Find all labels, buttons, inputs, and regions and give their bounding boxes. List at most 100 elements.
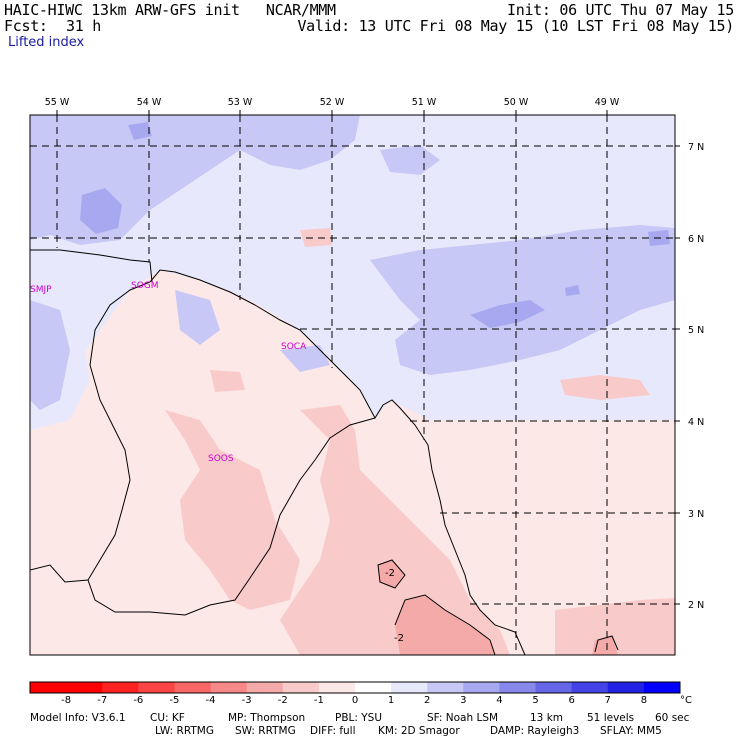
map-frame — [29, 114, 676, 656]
footer-mp: MP: Thompson — [228, 712, 306, 724]
colorbar-tick-label: -1 — [314, 695, 324, 706]
field-blue-mid-sw — [280, 345, 330, 372]
contour-minus2-east — [594, 635, 619, 653]
colorbar-swatch — [427, 682, 464, 693]
field-blue-mid-ne — [380, 145, 440, 175]
lon-label: 50 W — [504, 97, 529, 108]
colorbar-swatch — [391, 682, 428, 693]
footer-diff: DIFF: full — [310, 725, 356, 737]
footer-cu: CU: KF — [150, 712, 185, 724]
colorbar-swatch — [643, 682, 681, 693]
forecast-label: Fcst: — [4, 17, 48, 35]
field-pink-mid-3 — [555, 598, 675, 655]
colorbar-tick-label: 2 — [424, 695, 430, 706]
lon-label: 53 W — [228, 97, 253, 108]
colorbar-tick-label: -4 — [206, 695, 216, 706]
station-sogm: SOGM — [131, 281, 159, 291]
colorbar-swatch — [174, 682, 212, 693]
contour-label: -2 — [394, 633, 404, 644]
lat-label: 3 N — [688, 509, 704, 520]
contour-minus2-south — [394, 594, 496, 655]
colorbar-swatch — [607, 682, 645, 693]
footer-pbl: PBL: YSU — [335, 712, 383, 724]
lon-label: 49 W — [595, 97, 620, 108]
colorbar-tick-label: 7 — [605, 695, 611, 706]
footer-sf: SF: Noah LSM — [427, 712, 499, 724]
colorbar-tick-label: 5 — [532, 695, 538, 706]
contour-label: -2 — [385, 568, 395, 579]
field-blue-strong-3 — [565, 285, 580, 296]
colorbar-swatch — [210, 682, 248, 693]
field-pink-mid-1 — [165, 410, 300, 610]
border-west — [30, 564, 89, 583]
field-pink-strong-1 — [395, 595, 495, 655]
lat-label: 7 N — [688, 142, 704, 153]
colorbar-swatch — [463, 682, 500, 693]
colorbar-swatch — [571, 682, 609, 693]
footer-lw: LW: RRTMG — [155, 725, 214, 737]
lat-label: 2 N — [688, 600, 704, 611]
forecast-hour: 31 h — [66, 17, 101, 35]
footer-model-info: Model Info: V3.6.1 — [30, 712, 126, 724]
colorbar-swatch — [246, 682, 284, 693]
colorbar-swatch — [282, 682, 320, 693]
footer-km: KM: 2D Smagor — [378, 725, 460, 737]
lat-label: 4 N — [688, 417, 704, 428]
colorbar-swatch — [355, 682, 392, 693]
field-blue-mid-center — [175, 290, 220, 345]
colorbar-swatch — [138, 682, 175, 693]
footer-damp: DAMP: Rayleigh3 — [490, 725, 580, 737]
colorbar-tick-label: -6 — [133, 695, 143, 706]
colorbar-tick-label: 1 — [388, 695, 394, 706]
lon-label: 52 W — [320, 97, 345, 108]
contour-minus2-north — [377, 559, 406, 589]
lat-label: 5 N — [688, 325, 704, 336]
colorbar-tick-label: -7 — [97, 695, 107, 706]
coastline — [149, 269, 526, 655]
footer-sw: SW: RRTMG — [235, 725, 296, 737]
lat-label: 6 N — [688, 234, 704, 245]
colorbar-tick-label: -5 — [169, 695, 179, 706]
lon-label: 55 W — [45, 97, 70, 108]
footer-sflay: SFLAY: MM5 — [600, 725, 662, 737]
border-suriname-guyana — [30, 249, 376, 616]
colorbar-swatch — [66, 682, 103, 693]
field-pink-strong-2 — [378, 560, 405, 588]
colorbar-tick-label: -8 — [61, 695, 71, 706]
valid-time: Valid: 13 UTC Fri 08 May 15 (10 LST Fri … — [297, 17, 734, 35]
station-soos: SOOS — [208, 454, 234, 464]
station-smjp: SMJP — [30, 285, 52, 295]
init-time: Init: 06 UTC Thu 07 May 15 — [506, 1, 734, 19]
field-pink-mid-5 — [300, 228, 332, 247]
colorbar-tick-label: 8 — [641, 695, 647, 706]
field-blue-mid-west — [30, 300, 70, 410]
field-pink-mid-6 — [560, 375, 650, 400]
colorbar-swatch — [102, 682, 139, 693]
field-blue-strong-1 — [80, 188, 122, 234]
field-name: Lifted index — [8, 35, 85, 50]
colorbar-tick-label: -3 — [242, 695, 252, 706]
colorbar-frame — [29, 681, 681, 694]
colorbar-tick-label: 6 — [568, 695, 574, 706]
field-pink-mid-4 — [210, 370, 245, 392]
footer-levels: 51 levels — [587, 712, 635, 724]
colorbar-labels: -8 -7 -6 -5 -4 -3 -2 -1 0 1 2 3 4 5 6 7 8 — [61, 695, 647, 706]
colorbar-tick-label: -2 — [278, 695, 288, 706]
colorbar-swatch — [499, 682, 537, 693]
model-title: HAIC-HIWC 13km ARW-GFS init NCAR/MMM — [4, 1, 336, 19]
graticule — [30, 115, 675, 655]
field-blue-mid-east — [370, 225, 675, 375]
tick-marks — [56, 110, 680, 605]
colorbar-swatch — [30, 682, 67, 693]
station-soca: SOCA — [281, 342, 307, 352]
field-pink-strong-3 — [592, 636, 618, 655]
lon-label: 51 W — [412, 97, 437, 108]
field-blue-strong-4 — [128, 122, 152, 140]
colorbar-tick-label: 4 — [496, 695, 502, 706]
footer-resolution: 13 km — [530, 712, 564, 724]
colorbar — [29, 681, 681, 694]
footer-timestep: 60 sec — [655, 712, 690, 724]
colorbar-swatch — [318, 682, 356, 693]
field-pink-mid-2 — [280, 405, 510, 655]
